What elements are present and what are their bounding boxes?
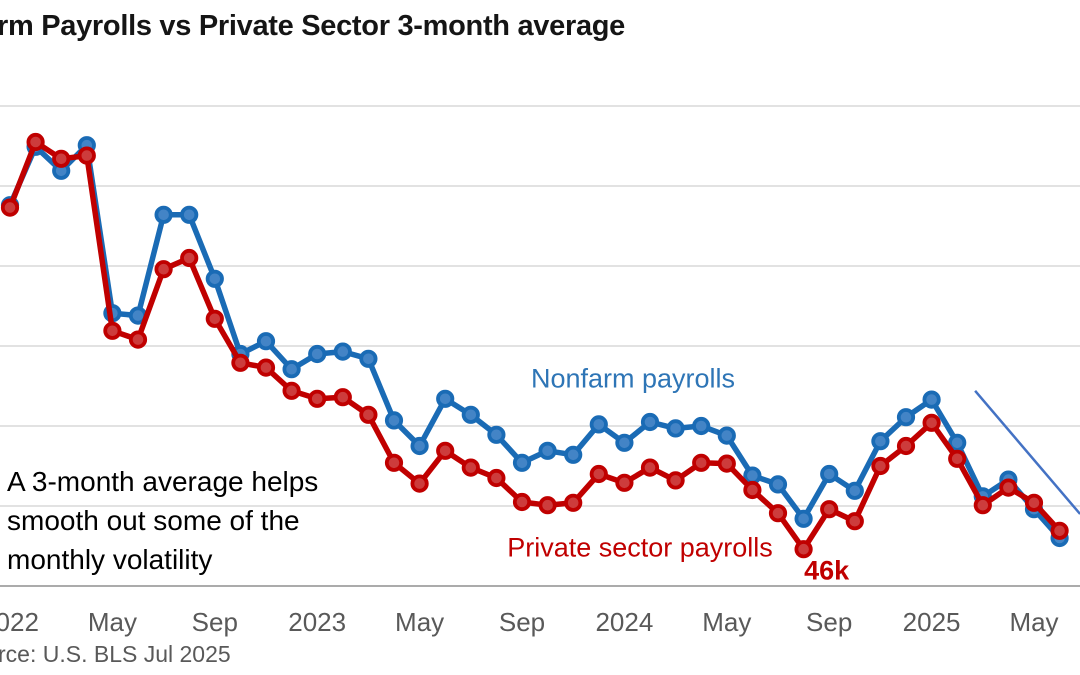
private-data-point-marker — [794, 540, 813, 559]
private-data-point-marker — [77, 146, 96, 165]
private-data-point-marker — [564, 493, 583, 512]
nonfarm-data-point-marker — [487, 425, 506, 444]
nonfarm-data-point-marker — [768, 475, 788, 494]
nonfarm-data-point-marker — [564, 445, 583, 464]
private-data-point-marker — [948, 449, 967, 468]
private-data-point-marker — [1024, 493, 1044, 512]
nonfarm-data-point-marker — [154, 205, 173, 224]
nonfarm-data-point-marker — [205, 269, 224, 288]
private-data-point-marker — [538, 496, 557, 515]
private-data-point-marker — [205, 309, 224, 328]
nonfarm-data-point-marker — [359, 349, 378, 368]
nonfarm-data-point-marker — [845, 481, 864, 500]
nonfarm-data-point-marker — [180, 205, 199, 224]
private-data-point-marker — [256, 358, 276, 377]
nonfarm-data-point-marker — [666, 419, 685, 438]
private-data-point-marker — [692, 453, 711, 472]
downtrend-annotation-line — [974, 389, 1080, 515]
nonfarm-data-point-marker — [410, 436, 429, 456]
private-series-label: Private sector payrolls — [507, 532, 773, 563]
private-data-point-marker — [615, 473, 634, 492]
private-data-point-marker — [922, 413, 941, 432]
nonfarm-data-point-marker — [461, 405, 480, 424]
nonfarm-data-point-marker — [640, 412, 660, 432]
private-data-point-marker — [768, 504, 788, 523]
nonfarm-data-point-marker — [436, 389, 455, 408]
nonfarm-data-point-marker — [896, 408, 916, 427]
private-data-point-marker — [1050, 521, 1069, 540]
private-data-point-marker — [896, 436, 916, 456]
nonfarm-data-point-marker — [820, 464, 839, 484]
source-note: rce: U.S. BLS Jul 2025 — [0, 641, 231, 667]
nonfarm-data-point-marker — [794, 509, 813, 528]
private-data-point-marker — [717, 454, 736, 473]
private-data-point-marker — [743, 480, 762, 500]
nonfarm-data-point-marker — [589, 415, 608, 434]
nonfarm-data-point-marker — [743, 466, 762, 485]
nonfarm-data-point-marker — [692, 416, 711, 436]
smoothing-note: A 3-month average helps smooth out some … — [7, 466, 319, 575]
chart-title: rm Payrolls vs Private Sector 3-month av… — [0, 10, 626, 42]
private-data-point-marker — [154, 260, 173, 279]
private-data-point-marker — [52, 149, 71, 168]
nonfarm-data-point-marker — [717, 426, 736, 445]
nonfarm-data-point-marker — [615, 433, 634, 452]
private-data-point-marker — [487, 468, 506, 488]
private-data-point-marker — [436, 441, 455, 460]
private-data-point-marker — [333, 388, 352, 407]
private-data-point-marker — [640, 458, 660, 477]
private-data-point-marker — [103, 321, 122, 340]
private-data-point-marker — [0, 198, 20, 217]
private-data-point-marker — [282, 381, 301, 400]
nonfarm-data-point-marker — [256, 332, 276, 351]
nonfarm-data-point-marker — [282, 360, 301, 379]
nonfarm-data-point-marker — [922, 390, 941, 409]
nonfarm-data-point-marker — [538, 441, 557, 460]
private-data-point-marker — [461, 458, 480, 477]
nonfarm-data-point-marker — [333, 342, 352, 361]
nonfarm-data-point-marker — [512, 453, 532, 472]
private-data-point-marker — [359, 405, 378, 424]
private-data-point-marker — [410, 474, 429, 493]
private-data-point-marker — [973, 496, 992, 515]
private-data-point-marker — [512, 492, 532, 512]
private-data-point-marker — [231, 353, 250, 372]
nonfarm-series-label: Nonfarm payrolls — [530, 363, 736, 394]
nonfarm-data-point-marker — [384, 411, 404, 430]
private-data-point-marker — [180, 248, 199, 268]
private-data-point-marker — [999, 478, 1018, 497]
private-data-point-marker — [128, 330, 148, 349]
private-data-point-marker — [871, 456, 890, 476]
private-data-point-marker — [384, 453, 404, 472]
private-data-point-marker — [589, 464, 608, 484]
nonfarm-data-point-marker — [308, 344, 327, 364]
private-data-point-marker — [820, 500, 839, 519]
private-data-point-marker — [666, 471, 685, 490]
low-point-value-label: 46k — [804, 555, 850, 586]
private-data-point-marker — [26, 132, 45, 152]
private-data-point-marker — [308, 389, 327, 408]
private-data-point-marker — [845, 512, 864, 531]
nonfarm-data-point-marker — [871, 432, 890, 451]
